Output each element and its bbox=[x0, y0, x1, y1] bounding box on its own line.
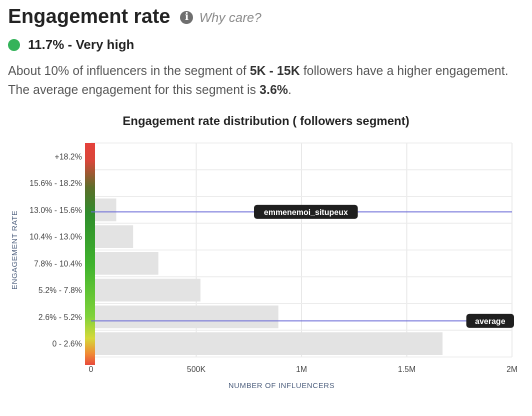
annotation-badge bbox=[466, 313, 514, 328]
status-text: 11.7% - Very high bbox=[28, 37, 135, 52]
y-tick-label: +18.2% bbox=[55, 152, 82, 161]
bar bbox=[91, 252, 159, 275]
y-tick-label: 5.2% - 7.8% bbox=[38, 286, 82, 295]
engagement-scale-bar bbox=[85, 143, 95, 365]
bar bbox=[91, 278, 201, 302]
status-dot-icon bbox=[8, 38, 20, 51]
description-part3: . bbox=[288, 83, 292, 97]
y-tick-label: 10.4% - 13.0% bbox=[30, 233, 82, 242]
bar bbox=[91, 305, 279, 329]
y-tick-label: 13.0% - 15.6% bbox=[30, 206, 82, 215]
y-tick-label: 7.8% - 10.4% bbox=[34, 259, 82, 268]
description-part2: followers have a higher engagement. The … bbox=[8, 64, 509, 97]
y-tick-label: 15.6% - 18.2% bbox=[30, 179, 82, 188]
bar bbox=[91, 225, 134, 248]
y-tick-label: 2.6% - 5.2% bbox=[38, 313, 82, 322]
info-icon[interactable]: i bbox=[180, 11, 194, 24]
status-row: 11.7% - Very high bbox=[8, 37, 134, 52]
y-tick-label: 0 - 2.6% bbox=[52, 340, 82, 349]
annotation-label: average bbox=[475, 317, 506, 326]
x-axis-label: NUMBER OF INFLUENCERS bbox=[228, 381, 334, 390]
description: About 10% of influencers in the segment … bbox=[8, 62, 528, 100]
annotation-label: emmenemoi_situpeux bbox=[264, 208, 349, 217]
title-row: Engagement rate i Why care? bbox=[8, 6, 261, 29]
x-tick-label: 2M bbox=[506, 365, 517, 374]
x-tick-label: 500K bbox=[187, 365, 206, 374]
bar bbox=[91, 332, 443, 355]
description-part1: About 10% of influencers in the segment … bbox=[8, 64, 250, 78]
chart-title: Engagement rate distribution ( followers… bbox=[122, 114, 410, 128]
description-segment: 5K - 15K bbox=[249, 64, 300, 78]
x-tick-label: 0 bbox=[89, 365, 94, 374]
annotation-badge bbox=[254, 204, 358, 219]
description-average: 3.6% bbox=[259, 83, 289, 97]
bar bbox=[91, 198, 117, 222]
y-axis-label: ENGAGEMENT RATE bbox=[10, 210, 19, 289]
why-care-link[interactable]: Why care? bbox=[199, 10, 262, 25]
x-tick-label: 1M bbox=[296, 365, 307, 374]
page-title: Engagement rate bbox=[8, 6, 171, 28]
x-tick-label: 1.5M bbox=[398, 365, 416, 374]
